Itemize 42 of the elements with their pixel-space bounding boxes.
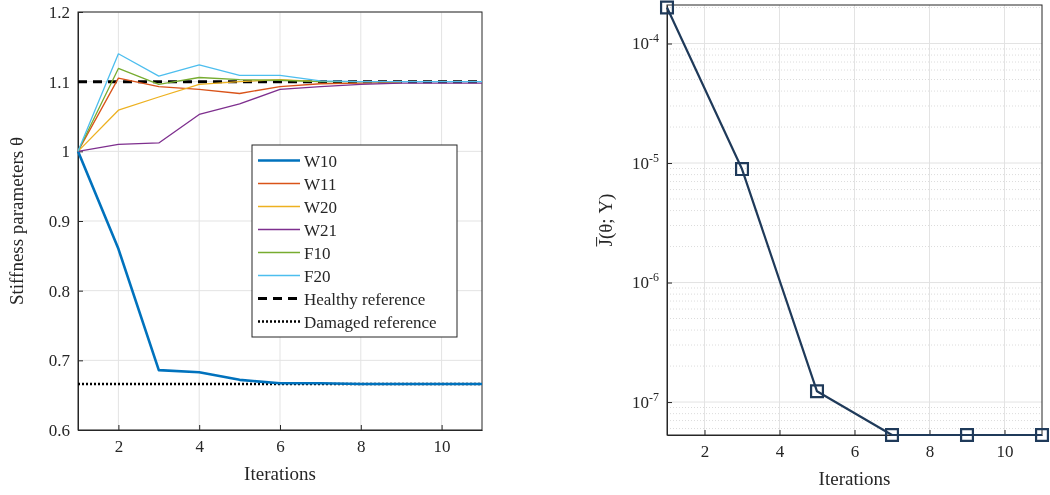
legend-label: Healthy reference bbox=[304, 289, 426, 309]
y-tick-label: 10$^{-6}$ bbox=[632, 270, 660, 293]
point bbox=[809, 384, 825, 399]
y-tick-label: 10$^{-4}$ bbox=[632, 31, 660, 54]
x-axis-title: Iterations bbox=[818, 468, 891, 489]
x-tick-label: 2 bbox=[700, 441, 710, 461]
y-tick-label: 1 bbox=[61, 142, 70, 162]
x-tick-label: 6 bbox=[276, 436, 285, 456]
x-tick-label: 6 bbox=[850, 441, 860, 461]
legend-label: W20 bbox=[304, 197, 338, 217]
x-tick-label: 2 bbox=[114, 436, 124, 456]
y-axis-title: J̅(θ; Y) bbox=[595, 193, 617, 247]
x-tick-label: 4 bbox=[195, 436, 205, 456]
point bbox=[1034, 427, 1050, 443]
x-tick-label: 8 bbox=[925, 441, 935, 461]
legend-label: Damaged reference bbox=[304, 312, 437, 332]
y-tick-label: 0.9 bbox=[48, 211, 70, 231]
line-series bbox=[76, 150, 484, 386]
y-tick-label: 0.7 bbox=[48, 351, 71, 371]
x-axis-title: Iterations bbox=[244, 463, 316, 484]
y-tick-label: 1.1 bbox=[48, 72, 70, 92]
point bbox=[959, 427, 975, 443]
y-axis-title: Stiffness parameters θ bbox=[6, 136, 27, 306]
legend-label: W21 bbox=[304, 220, 338, 240]
x-tick-label: 10 bbox=[996, 441, 1014, 461]
point bbox=[734, 162, 750, 177]
y-tick-label: 1.2 bbox=[48, 2, 70, 22]
x-tick-label: 4 bbox=[775, 441, 785, 461]
y-tick-label: 0.8 bbox=[48, 281, 70, 301]
legend-label: F10 bbox=[304, 243, 331, 263]
legend-label: W10 bbox=[304, 151, 338, 171]
legend-label: F20 bbox=[304, 266, 331, 286]
y-tick-label: 10$^{-7}$ bbox=[632, 389, 660, 412]
x-tick-label: 10 bbox=[433, 436, 451, 456]
point bbox=[884, 427, 900, 443]
y-tick-label: 10$^{-5}$ bbox=[632, 150, 660, 173]
legend-label: W11 bbox=[304, 174, 337, 194]
x-tick-label: 8 bbox=[357, 436, 366, 456]
point bbox=[659, 0, 675, 15]
y-tick-label: 0.6 bbox=[48, 420, 70, 440]
line-series bbox=[77, 82, 483, 152]
line-series bbox=[77, 53, 483, 152]
